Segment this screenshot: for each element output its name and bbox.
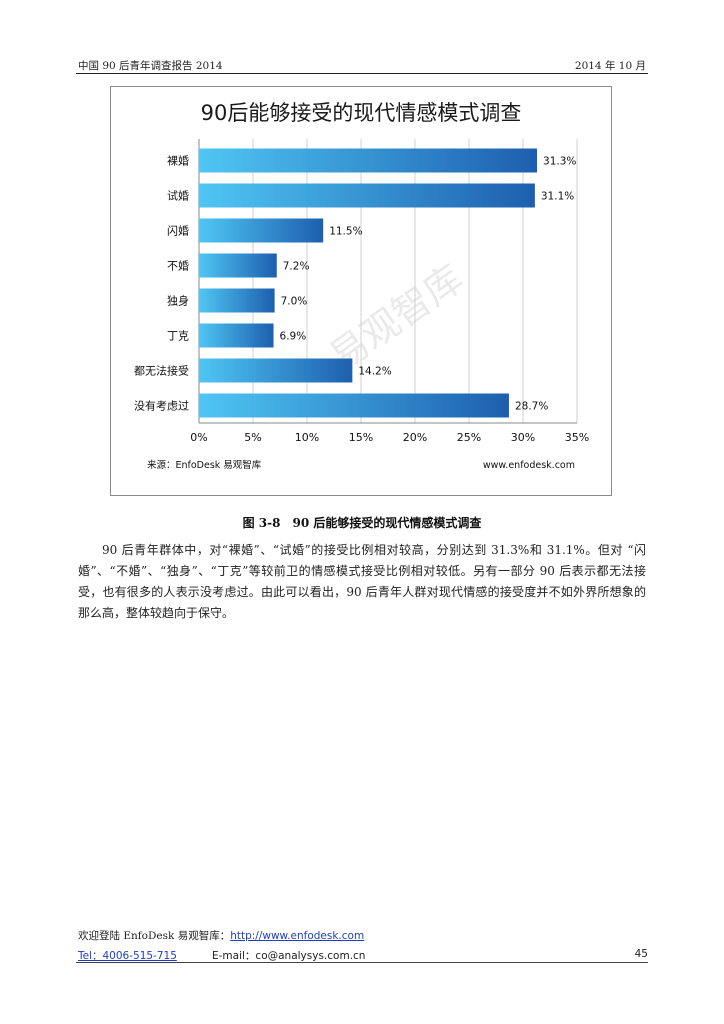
footer-email: E-mail：co@analysys.com.cn: [212, 950, 366, 962]
bars: 裸婚 31.3% 试婚 31.1% 闪婚 11.5% 不婚 7.2% 独身 7.0% 丁克 6.9% 都…: [134, 148, 576, 418]
figure-caption: 图 3-8 90 后能够接受的现代情感模式调查: [242, 516, 482, 530]
data-label: 7.2%: [283, 261, 310, 273]
x-tick-label: 10%: [295, 431, 319, 444]
data-label: 11.5%: [329, 226, 362, 238]
x-tick-label: 25%: [457, 431, 481, 444]
report-header-date: 2014 年 10 月: [574, 60, 646, 72]
x-tick-label: 5%: [244, 431, 261, 444]
bar: [199, 218, 324, 243]
x-tick-label: 35%: [565, 431, 589, 444]
header-divider: [76, 73, 648, 74]
data-label: 6.9%: [280, 331, 307, 343]
data-label: 14.2%: [358, 366, 391, 378]
bar-chart: 90后能够接受的现代情感模式调查 易观智库 裸婚 31.3%试婚 31.1%闪婚 11…: [134, 101, 589, 471]
data-label: 31.3%: [543, 156, 576, 168]
data-label: 31.1%: [541, 191, 574, 203]
chart-source-url: www.enfodesk.com: [483, 460, 575, 471]
bar: [199, 253, 277, 278]
category-label: 丁克: [167, 330, 189, 343]
data-label: 7.0%: [281, 296, 308, 308]
footer-tel-link[interactable]: Tel：4006-515-715: [78, 950, 177, 962]
bar: [199, 393, 509, 418]
x-tick-label: 30%: [511, 431, 535, 444]
footer-divider: [76, 962, 648, 963]
chart-source: 来源：EnfoDesk 易观智库: [147, 459, 262, 471]
chart-figure: 90后能够接受的现代情感模式调查 易观智库 裸婚 31.3% 试婚 31.1% 闪婚 11…: [110, 86, 612, 496]
category-label: 不婚: [167, 259, 189, 273]
footer-welcome-line: 欢迎登陆 EnfoDesk 易观智库：http://www.enfodesk.c…: [78, 928, 364, 943]
bar: [199, 288, 275, 313]
category-label: 闪婚: [167, 224, 189, 238]
bar: [199, 358, 353, 383]
report-header-title: 中国 90 后青年调查报告 2014: [78, 60, 223, 72]
bar: [199, 148, 538, 173]
bar: [199, 183, 535, 208]
category-label: 都无法接受: [134, 364, 189, 378]
footer-welcome: 欢迎登陆 EnfoDesk 易观智库：: [78, 930, 231, 942]
page-number: 45: [634, 948, 648, 960]
x-axis: 0% 5% 10% 15% 20% 25% 30% 35%: [190, 422, 589, 444]
footer-url-link[interactable]: http://www.enfodesk.com: [230, 930, 365, 942]
x-tick-label: 0%: [190, 431, 207, 444]
category-label: 独身: [167, 294, 189, 308]
x-tick-label: 20%: [403, 431, 427, 444]
data-label: 28.7%: [515, 401, 548, 413]
chart-title: 90后能够接受的现代情感模式调查: [201, 101, 522, 125]
body-paragraph: 90 后青年群体中，对“裸婚”、“试婚”的接受比例相对较高，分别达到 31.3%…: [78, 543, 646, 620]
x-tick-label: 15%: [349, 431, 373, 444]
bar: [199, 323, 274, 348]
category-label: 试婚: [167, 189, 189, 203]
category-label: 没有考虑过: [134, 399, 189, 413]
category-label: 裸婚: [167, 154, 189, 168]
